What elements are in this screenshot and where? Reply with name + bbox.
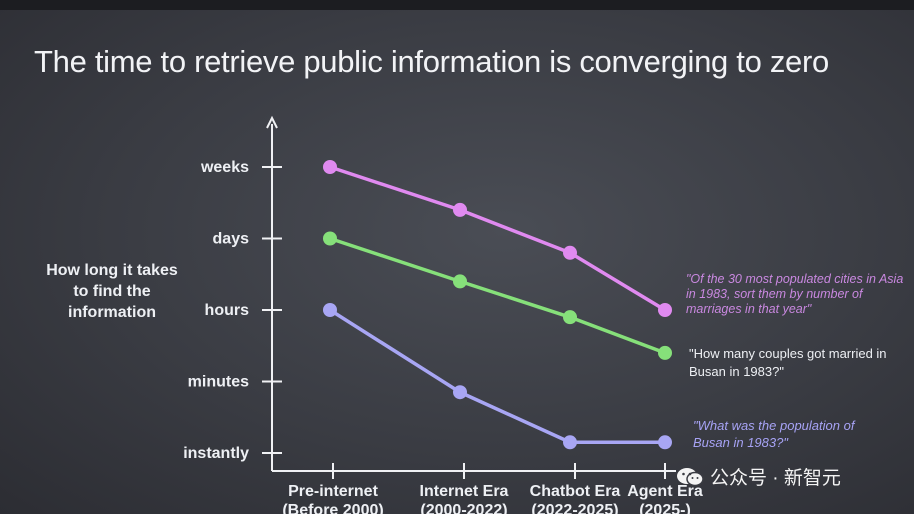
y-tick-label: instantly (183, 445, 249, 462)
series-line (329, 308, 665, 445)
y-axis-label: How long it takes to find the informatio… (46, 262, 178, 321)
data-point (323, 303, 337, 317)
data-point (563, 310, 577, 325)
data-point (563, 245, 577, 260)
data-point (658, 345, 672, 360)
y-tick-label: hours (205, 302, 250, 319)
x-tick-label: Chatbot Era (530, 483, 621, 500)
slide-title: The time to retrieve public information … (34, 44, 829, 79)
y-axis-arrow (266, 115, 278, 129)
data-point (453, 274, 467, 289)
data-point (658, 303, 672, 317)
series-line (329, 236, 666, 355)
x-tick-label: Internet Era (420, 483, 509, 500)
x-tick-label: Pre-internet (288, 483, 378, 500)
watermark-text: 公众号 · 新智元 (710, 468, 841, 489)
top-band (0, 0, 914, 10)
series-label-medium-query: "How many couples got married in Busan i… (689, 346, 887, 379)
series-label-simple-query: "What was the population of Busan in 198… (693, 418, 855, 450)
watermark: 公众号 · 新智元 (676, 463, 841, 490)
y-tick-label: weeks (200, 159, 249, 176)
x-tick-sublabel: (2025-) (639, 502, 691, 514)
y-tick-label: days (213, 231, 250, 248)
x-tick-sublabel: (Before 2000) (282, 502, 383, 514)
data-point (563, 435, 577, 450)
data-point (453, 385, 467, 400)
wechat-icon (677, 467, 704, 486)
x-tick-sublabel: (2022-2025) (531, 502, 618, 514)
x-tick-sublabel: (2000-2022) (420, 502, 507, 514)
series-label-complex-query: "Of the 30 most populated cities in Asia… (686, 272, 904, 316)
data-point (453, 202, 467, 217)
x-tick-label: Agent Era (627, 483, 703, 500)
data-point (323, 160, 337, 174)
series-line (329, 165, 666, 312)
y-tick-label: minutes (188, 374, 249, 391)
data-point (323, 231, 337, 246)
data-point (658, 435, 672, 450)
